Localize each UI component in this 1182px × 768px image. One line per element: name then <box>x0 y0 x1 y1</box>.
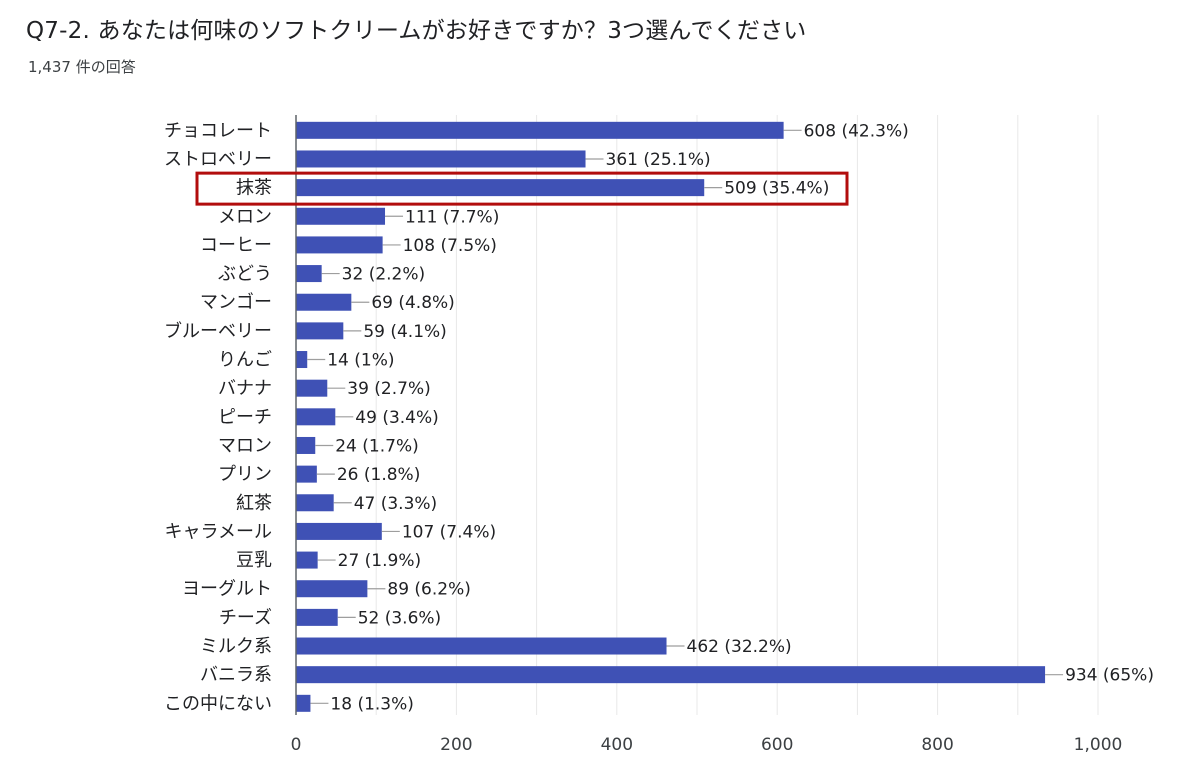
data-label: 24 (1.7%) <box>335 436 419 456</box>
bar <box>296 436 316 454</box>
x-tick-label: 600 <box>761 735 793 755</box>
bar <box>296 408 336 426</box>
category-label: ヨーグルト <box>182 579 272 600</box>
bar <box>296 551 318 569</box>
bar <box>296 207 386 225</box>
bar <box>296 236 383 254</box>
bar <box>296 465 317 483</box>
bar <box>296 580 368 598</box>
bar <box>296 293 352 311</box>
data-label: 934 (65%) <box>1065 666 1154 686</box>
x-tick-label: 400 <box>601 735 633 755</box>
bar <box>296 494 334 512</box>
x-tick-label: 1,000 <box>1074 735 1123 755</box>
bar <box>296 121 784 139</box>
bar <box>296 522 382 540</box>
category-label: ブルーベリー <box>164 320 272 342</box>
category-label: マンゴー <box>200 292 272 313</box>
x-tick-label: 200 <box>440 735 472 755</box>
data-label: 108 (7.5%) <box>403 236 497 256</box>
category-label: ぶどう <box>218 264 272 285</box>
highlight-box <box>195 171 849 206</box>
bar <box>296 637 667 655</box>
response-count: 1,437 件の回答 <box>28 58 136 76</box>
category-label: チョコレート <box>164 120 272 141</box>
highlight <box>195 171 849 206</box>
bar <box>296 608 338 626</box>
category-label: マロン <box>218 435 272 456</box>
category-label: 豆乳 <box>236 550 272 571</box>
data-label: 107 (7.4%) <box>402 522 496 542</box>
data-label: 608 (42.3%) <box>804 121 909 141</box>
bars <box>296 121 1064 712</box>
x-tick-label: 0 <box>291 735 302 755</box>
data-label: 69 (4.8%) <box>371 293 455 313</box>
category-label: プリン <box>218 464 272 485</box>
category-label: ストロベリー <box>164 149 272 170</box>
category-label: バニラ系 <box>200 665 272 686</box>
data-label: 39 (2.7%) <box>347 379 431 399</box>
category-label: バナナ <box>218 378 272 399</box>
category-label: チーズ <box>219 607 272 628</box>
bar <box>296 666 1046 684</box>
labels: 0 200 400 600 800 1,000 608 (42.3%) チョコレート 361 (… <box>164 120 1154 755</box>
data-label: 26 (1.8%) <box>337 465 421 485</box>
data-label: 49 (3.4%) <box>355 408 439 428</box>
category-label: 紅茶 <box>236 493 272 514</box>
data-label: 462 (32.2%) <box>687 637 792 657</box>
category-label: りんご <box>218 350 272 371</box>
data-label: 111 (7.7%) <box>405 207 499 227</box>
bar <box>296 265 322 283</box>
bar <box>296 694 311 712</box>
bar <box>296 322 344 340</box>
bar <box>296 379 328 397</box>
data-label: 32 (2.2%) <box>342 265 426 285</box>
category-label: ピーチ <box>218 407 272 428</box>
category-label: 抹茶 <box>236 178 272 199</box>
data-label: 361 (25.1%) <box>606 150 711 170</box>
data-label: 52 (3.6%) <box>358 608 442 628</box>
data-label: 47 (3.3%) <box>354 494 438 514</box>
bar <box>296 179 705 197</box>
category-label: コーヒー <box>200 235 272 256</box>
data-label: 27 (1.9%) <box>338 551 422 571</box>
chart-title: Q7-2. あなたは何味のソフトクリームがお好きですか？3つ選んでください <box>26 18 807 44</box>
data-label: 89 (6.2%) <box>387 580 471 600</box>
bar <box>296 351 308 369</box>
category-label: キャラメール <box>165 521 272 542</box>
data-label: 509 (35.4%) <box>724 179 829 199</box>
x-tick-label: 800 <box>921 735 953 755</box>
data-label: 18 (1.3%) <box>330 694 414 714</box>
data-label: 14 (1%) <box>327 351 394 371</box>
category-label: ミルク系 <box>200 636 272 657</box>
category-label: この中にない <box>164 693 272 714</box>
data-label: 59 (4.1%) <box>363 322 447 342</box>
category-label: メロン <box>218 206 272 227</box>
gridlines <box>375 115 1099 715</box>
bar <box>296 150 586 168</box>
